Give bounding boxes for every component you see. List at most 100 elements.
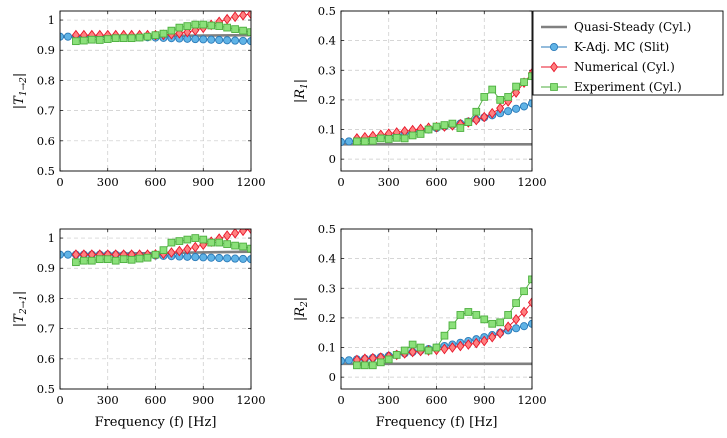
legend: Quasi-Steady (Cyl.) K-Adj. MC (Slit) Numer…: [532, 10, 724, 96]
y-tick-label: 0.1: [318, 341, 336, 355]
data-point-square: [368, 136, 377, 145]
data-point-square: [496, 318, 505, 327]
data-point-square: [239, 26, 247, 35]
x-tick-label: 300: [378, 175, 400, 189]
data-point-square: [424, 125, 433, 134]
data-point-square: [175, 237, 184, 245]
data-point-square: [392, 351, 401, 359]
data-point-square: [512, 82, 520, 91]
data-point-circle: [238, 254, 248, 263]
x-tick-label: 600: [145, 393, 167, 407]
y-tick-label: 0.4: [318, 34, 336, 48]
data-point-square: [432, 343, 441, 352]
data-point-square: [87, 35, 96, 44]
data-point-circle: [231, 36, 240, 45]
data-point-square: [408, 340, 417, 349]
data-point-square: [223, 240, 231, 248]
data-point-diamond: [488, 107, 497, 119]
data-point-circle: [527, 99, 532, 108]
data-point-square: [103, 255, 112, 264]
y-tick-label: 0.3: [318, 63, 336, 77]
data-point-circle: [191, 35, 200, 44]
data-point-square: [416, 130, 425, 138]
data-point-square: [191, 20, 200, 29]
panel-R2: 0 300 600 900 1200 0 0.1 0.2 0.3 0.4 0.5 |R2| Freque…: [293, 222, 547, 430]
x-tick-label: 0: [337, 175, 344, 189]
data-point-circle: [344, 356, 354, 365]
data-point-square: [392, 133, 401, 142]
data-point-square: [353, 137, 361, 146]
y-tick-label: 1: [48, 231, 55, 245]
data-point-circle: [63, 250, 73, 259]
data-point-square: [432, 122, 441, 131]
data-point-diamond: [504, 321, 513, 333]
legend-marker-diamond: [549, 61, 559, 73]
y-tick-label: 0.8: [37, 291, 55, 305]
data-point-circle: [191, 253, 200, 262]
data-point-square: [119, 255, 128, 264]
data-point-square: [231, 241, 239, 250]
data-point-square: [143, 32, 152, 41]
data-point-diamond: [488, 331, 497, 343]
data-point-circle: [512, 104, 521, 113]
data-point-square: [111, 256, 120, 265]
data-point-square: [103, 35, 112, 43]
data-point-circle: [207, 35, 216, 44]
data-point-diamond: [520, 306, 529, 318]
data-point-diamond: [527, 297, 532, 308]
data-point-square: [384, 355, 393, 364]
data-point-diamond: [175, 245, 184, 257]
data-point-square: [448, 119, 457, 128]
data-point-circle: [344, 137, 354, 146]
data-point-square: [400, 346, 409, 355]
y-tick-label: 0.6: [37, 134, 55, 148]
x-axis-label: Frequency (f) [Hz]: [376, 415, 498, 430]
y-tick-label: 0.5: [37, 382, 55, 396]
data-point-square: [80, 256, 88, 265]
data-point-square: [464, 118, 473, 126]
legend-label: Experiment (Cyl.): [574, 80, 682, 94]
data-point-square: [199, 20, 208, 29]
data-point-circle: [341, 356, 346, 365]
data-point-circle: [231, 254, 240, 263]
data-point-square: [480, 315, 489, 324]
data-point-square: [448, 321, 457, 330]
panel-R1: 0 300 600 900 1200 0 0.1 0.2 0.3 0.4 0.5 |R1|: [293, 4, 547, 189]
data-point-square: [512, 299, 520, 307]
grid: [60, 11, 251, 171]
x-tick-label: 0: [56, 393, 63, 407]
data-point-square: [231, 25, 239, 33]
data-point-square: [135, 254, 144, 263]
data-point-square: [361, 137, 369, 146]
data-point-diamond: [175, 27, 184, 39]
grid: [341, 11, 532, 171]
data-point-diamond: [191, 241, 200, 253]
y-tick-label: 0.9: [37, 261, 55, 275]
data-point-circle: [519, 322, 529, 331]
data-point-square: [239, 242, 247, 251]
series-layer: [341, 275, 532, 370]
data-point-diamond: [496, 327, 505, 339]
data-point-diamond: [239, 229, 248, 237]
data-point-diamond: [408, 346, 417, 358]
data-point-diamond: [223, 13, 232, 25]
x-tick-label: 300: [97, 393, 119, 407]
legend-label: Numerical (Cyl.): [574, 60, 675, 74]
data-point-square: [95, 255, 104, 264]
data-point-circle: [504, 107, 513, 116]
y-tick-label: 0.5: [318, 222, 336, 236]
data-point-square: [384, 135, 393, 143]
data-point-diamond: [440, 343, 449, 355]
data-point-square: [504, 93, 512, 101]
data-point-circle: [199, 35, 208, 44]
y-tick-label: 0: [329, 370, 336, 384]
data-point-circle: [527, 319, 532, 328]
data-point-square: [464, 308, 473, 316]
axes-frame: [340, 10, 533, 172]
x-tick-label: 1200: [517, 175, 546, 189]
panel-T21: 0 300 600 900 1200 0.5 0.6 0.7 0.8 0.9 1 |T2→1| Freq…: [12, 228, 266, 430]
data-point-square: [376, 134, 385, 143]
data-point-circle: [238, 36, 248, 45]
data-point-square: [472, 107, 481, 116]
data-point-square: [440, 331, 449, 340]
